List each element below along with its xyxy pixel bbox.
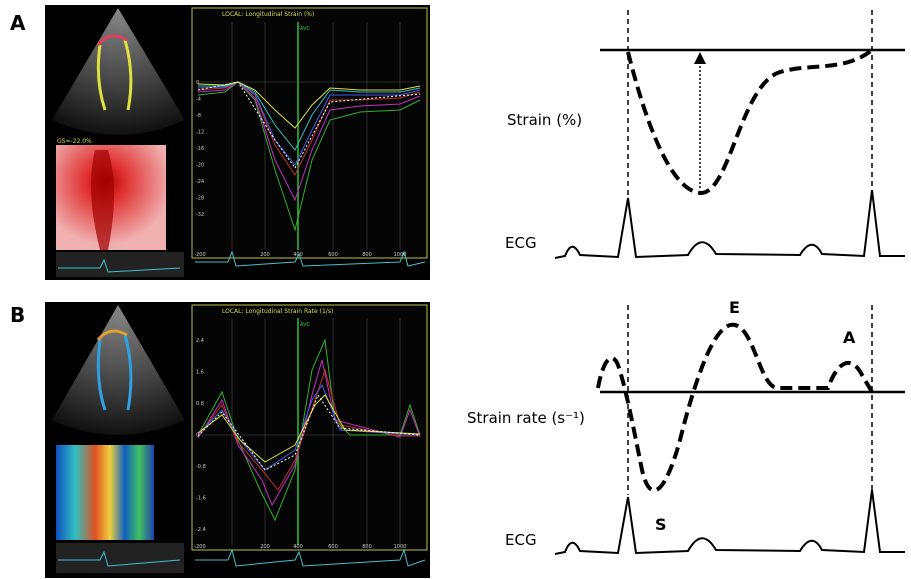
- gs-label: GS=-22.0%: [57, 138, 92, 145]
- screen-title: LOCAL: Longitudinal Strain Rate (1/s): [222, 308, 333, 315]
- strain-schematic: Strain (%) ECG: [505, 10, 905, 259]
- tick-label: 600: [328, 544, 338, 550]
- screen-title: LOCAL: Longitudinal Strain (%): [222, 11, 314, 18]
- tick-label: -24: [196, 179, 204, 185]
- tick-label: 600: [328, 252, 338, 258]
- ecg-label: ECG: [505, 531, 537, 549]
- tick-label: -8: [196, 113, 201, 119]
- avc-label: AVC: [300, 26, 311, 32]
- ecg-label: ECG: [505, 234, 537, 252]
- tick-label: 1.6: [196, 370, 204, 376]
- tick-label: 200: [260, 544, 270, 550]
- wave-label: S: [655, 515, 667, 534]
- tick-label: 1000: [394, 252, 407, 258]
- tick-label: 400: [293, 544, 303, 550]
- y-axis-label: Strain rate (s⁻¹): [467, 409, 585, 427]
- tick-label: -200: [194, 544, 205, 550]
- tick-label: -16: [196, 146, 204, 152]
- wave-label: E: [729, 298, 740, 317]
- ultrasound-screen-a: LOCAL: Longitudinal Strain (%) AVC GS=-2…: [45, 5, 430, 280]
- tick-label: -32: [196, 212, 204, 218]
- tick-label: -12: [196, 130, 204, 136]
- ultrasound-screen-b: LOCAL: Longitudinal Strain Rate (1/s) AV…: [45, 302, 430, 578]
- tick-label: -1.6: [196, 496, 206, 502]
- wave-label: A: [843, 328, 856, 347]
- tick-label: -4: [196, 97, 201, 103]
- tick-label: -28: [196, 196, 204, 202]
- tick-label: 0: [196, 433, 199, 439]
- tick-label: 0.8: [196, 401, 204, 407]
- tick-label: 1000: [394, 544, 407, 550]
- tick-label: 200: [260, 252, 270, 258]
- panel-letter: A: [10, 11, 26, 35]
- y-axis-label: Strain (%): [507, 111, 582, 129]
- avc-label: AVC: [300, 322, 311, 328]
- panel-letter: B: [10, 303, 25, 327]
- tick-label: -20: [196, 163, 204, 169]
- tick-label: 800: [362, 252, 372, 258]
- tick-label: 0: [196, 80, 199, 86]
- tick-label: 400: [293, 252, 303, 258]
- tick-label: -200: [194, 252, 205, 258]
- strain-rate-schematic: E A S Strain rate (s⁻¹) ECG: [467, 298, 905, 555]
- tick-label: -2.4: [196, 527, 206, 533]
- tick-label: 2.4: [196, 338, 204, 344]
- tick-label: 800: [362, 544, 372, 550]
- tick-label: -0.8: [196, 464, 206, 470]
